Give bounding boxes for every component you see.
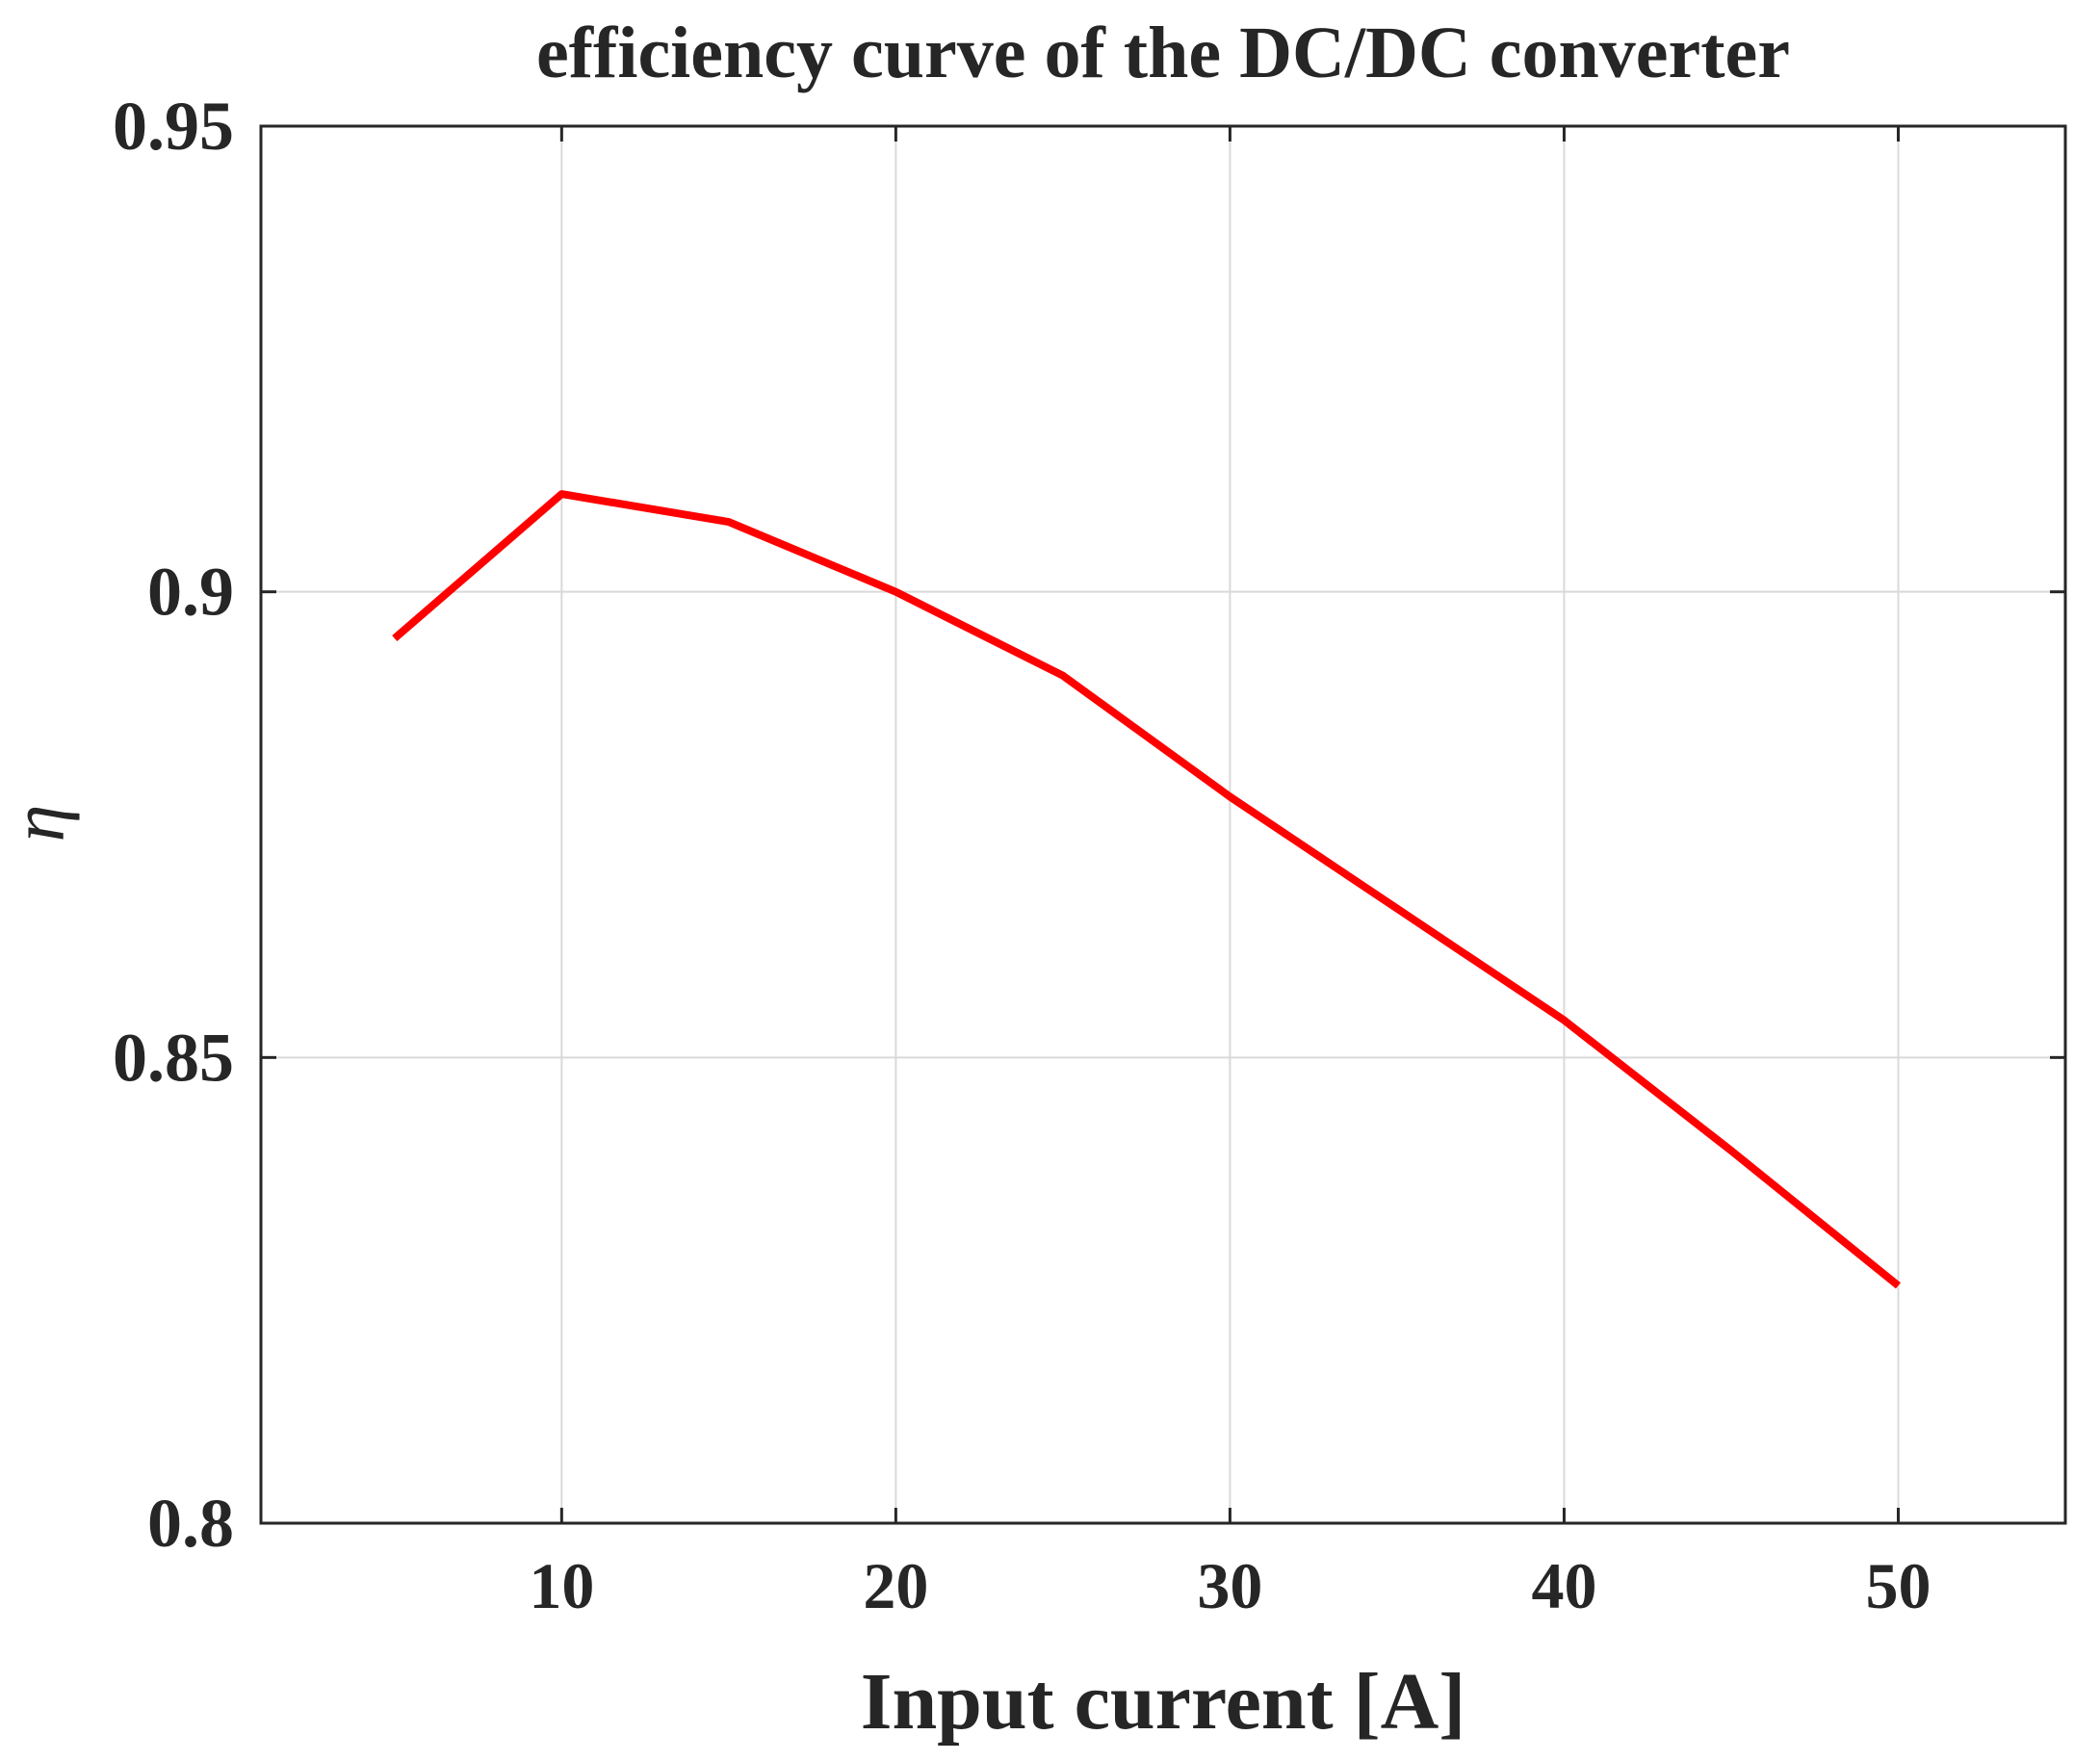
- y-tick-label: 0.8: [147, 1485, 234, 1562]
- y-axis-label: η: [0, 805, 80, 842]
- chart-title: efficiency curve of the DC/DC converter: [536, 13, 1790, 93]
- tick-marks: [261, 126, 2065, 1523]
- x-tick-labels: 10 20 30 40 50: [529, 1549, 1931, 1622]
- x-tick-label: 10: [529, 1549, 594, 1622]
- series-layer: [395, 494, 1899, 1285]
- grid: [261, 126, 2065, 1523]
- y-tick-labels: 0.8 0.85 0.9 0.95: [113, 88, 234, 1562]
- x-tick-label: 50: [1865, 1549, 1931, 1622]
- y-tick-label: 0.9: [147, 554, 234, 631]
- plot-area-frame: [261, 126, 2065, 1523]
- y-tick-label: 0.85: [113, 1019, 234, 1096]
- x-axis-label: Input current [A]: [861, 1657, 1465, 1747]
- y-tick-label: 0.95: [113, 88, 234, 165]
- x-tick-label: 40: [1531, 1549, 1596, 1622]
- series-line-efficiency: [395, 494, 1899, 1285]
- x-tick-label: 20: [863, 1549, 928, 1622]
- x-tick-label: 30: [1197, 1549, 1262, 1622]
